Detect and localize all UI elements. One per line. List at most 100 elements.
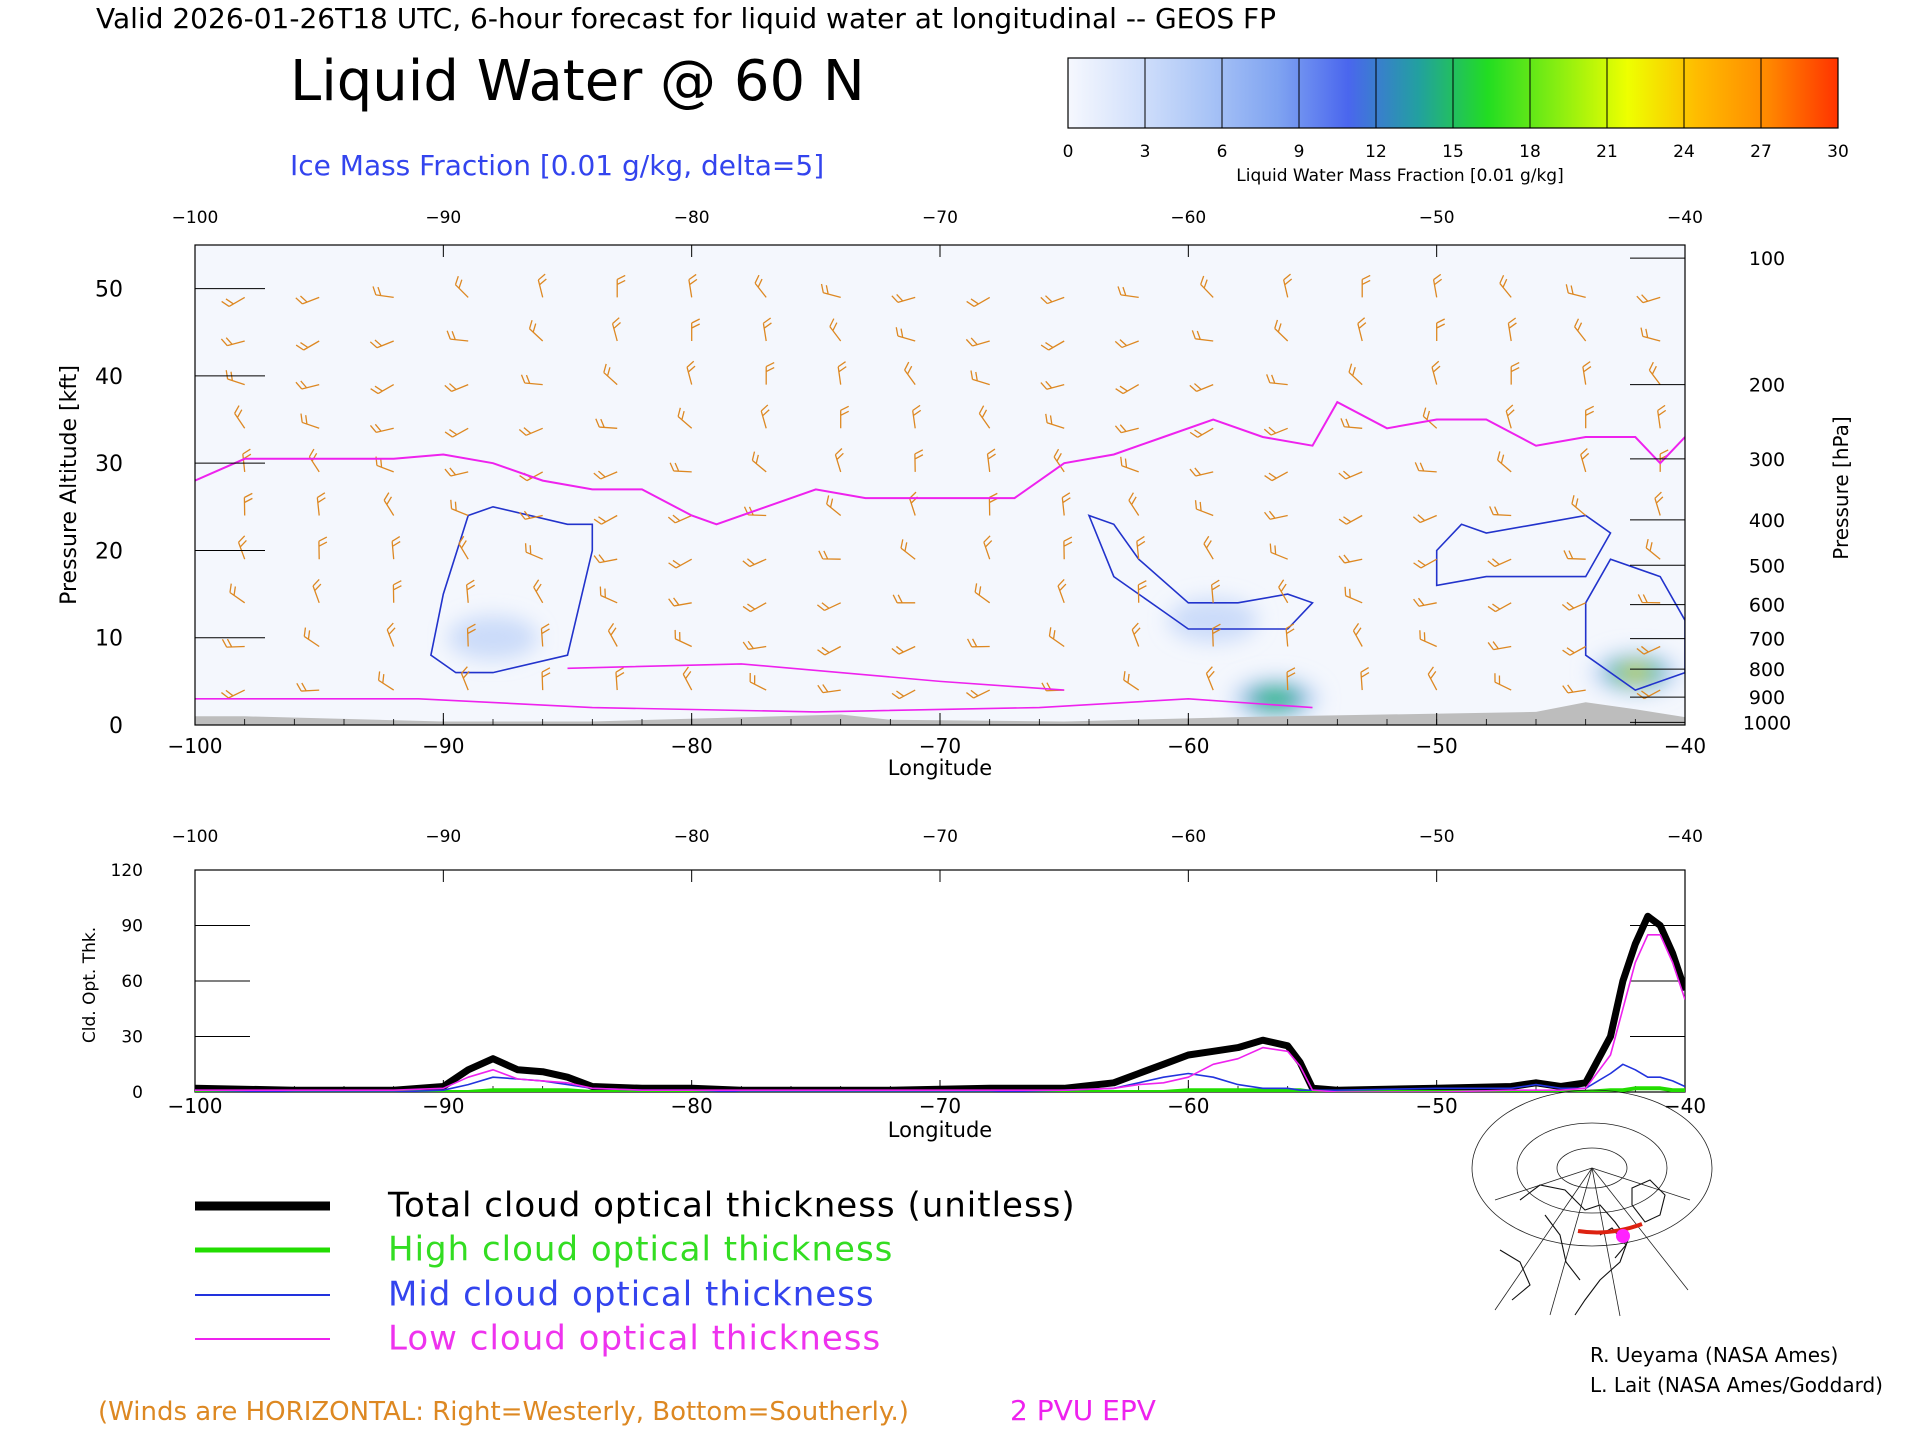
wind-barb (1338, 514, 1363, 525)
top-pressure-tick-label: 1000 (1743, 712, 1791, 734)
wind-barb (229, 583, 246, 604)
top-lon-tick-label: −80 (671, 734, 713, 758)
bottom-lon-tick-label-upper: −50 (1419, 827, 1455, 847)
bottom-lon-tick-label: −70 (919, 1094, 961, 1118)
wind-barb (1432, 273, 1443, 298)
legend: Total cloud optical thickness (unitless)… (195, 1186, 1076, 1359)
wind-barb (1189, 383, 1214, 392)
legend-label-mid: Mid cloud optical thickness (388, 1275, 875, 1315)
colorbar-tick-label: 15 (1442, 142, 1464, 162)
panel-bottom-frame (194, 869, 1686, 1093)
wind-barb (607, 623, 618, 647)
top-pressure-tick-label: 100 (1749, 248, 1785, 270)
wind-barb (524, 543, 543, 560)
colorbar-tick-label: 6 (1217, 142, 1228, 162)
top-lon-tick-label: −90 (422, 734, 464, 758)
colorbar-tick-label: 27 (1750, 142, 1772, 162)
wind-barb (369, 339, 394, 349)
wind-barb (391, 536, 401, 560)
credit-2: L. Lait (NASA Ames/Goddard) (1590, 1373, 1883, 1397)
wind-barb (891, 293, 916, 303)
wind-barb (296, 682, 320, 692)
wind-barb (1040, 380, 1065, 390)
top-alt-tick-label: 40 (95, 365, 123, 390)
wind-barb (837, 361, 847, 385)
top-alt-tick-label: 30 (95, 452, 123, 477)
wind-barb (966, 689, 990, 699)
wind-barb (1640, 327, 1661, 342)
wind-barb (1352, 623, 1363, 647)
wind-barb (817, 684, 841, 694)
top-lon-tick-label: −100 (168, 734, 223, 758)
wind-barb (599, 586, 618, 604)
wind-barb (1264, 471, 1289, 482)
wind-barb (686, 360, 696, 385)
wind-barb (318, 536, 328, 560)
wind-barb (312, 578, 322, 604)
legend-label-low: Low cloud optical thickness (388, 1319, 881, 1359)
wind-barb (593, 514, 618, 525)
wind-barb (668, 558, 693, 569)
wind-barb (1419, 630, 1437, 648)
wind-barb (900, 539, 916, 560)
wind-barb (1487, 641, 1512, 651)
liquid-water-blob (448, 615, 538, 660)
bottom-y-tick-label: 30 (121, 1028, 143, 1048)
wind-barb (1637, 594, 1661, 604)
wind-barb (891, 645, 916, 655)
wind-barb (520, 374, 543, 386)
wind-barb (383, 492, 395, 516)
top-lon-tick-label-upper: −40 (1667, 208, 1703, 228)
bottom-lon-tick-label-upper: −90 (425, 827, 461, 847)
wind-barb (974, 583, 991, 604)
top-pressure-tick-label: 900 (1749, 687, 1785, 709)
panel-top-background (195, 245, 1685, 725)
top-alt-tick-label: 10 (95, 627, 123, 652)
bottom-y-tick-label: 60 (121, 972, 143, 992)
wind-barb (691, 318, 700, 341)
wind-barb (1210, 579, 1221, 603)
wind-barb (966, 296, 991, 307)
liquid-water-blob (1590, 650, 1681, 695)
wind-barb (1489, 506, 1512, 517)
wind-barb (1413, 558, 1438, 569)
series-low-line (195, 933, 1685, 1092)
wind-barb (1040, 340, 1065, 351)
wind-barb (1120, 456, 1139, 473)
legend-label-total: Total cloud optical thickness (unitless) (387, 1186, 1076, 1226)
wind-barb (742, 602, 767, 613)
bottom-lon-tick-label-upper: −80 (674, 827, 710, 847)
top-lon-tick-label-upper: −70 (922, 208, 958, 228)
wind-barb (1048, 627, 1065, 648)
colorbar-tick-label: 12 (1365, 142, 1387, 162)
wind-barb (1431, 360, 1441, 385)
wind-barb (528, 319, 544, 342)
wind-barb (460, 666, 470, 691)
wind-barb (1510, 362, 1520, 385)
wind-barb (1194, 500, 1214, 517)
epv-2pvu-line (195, 400, 1685, 526)
wind-barb (1137, 580, 1147, 603)
wind-barb (1063, 536, 1073, 560)
wind-barb (295, 380, 320, 390)
wind-barb (372, 286, 394, 299)
wind-barb (829, 318, 842, 342)
wind-barb (983, 535, 993, 560)
epv-low-line (195, 698, 1313, 713)
wind-barb (316, 492, 326, 516)
wind-barb (444, 427, 469, 438)
wind-barb (674, 629, 692, 648)
wind-barb (1505, 404, 1515, 429)
ice-contour (1584, 558, 1685, 691)
wind-barb (1338, 470, 1363, 480)
top-alt-tick-label: 0 (109, 714, 123, 739)
inset-map (1471, 1089, 1713, 1317)
wind-barb (1338, 554, 1363, 564)
wind-barb (1040, 295, 1065, 305)
wind-barb (221, 638, 245, 648)
wind-barb (450, 499, 469, 517)
wind-barb (1427, 666, 1438, 691)
bottom-y-tick-label: 90 (121, 917, 143, 937)
top-pressure-tick-label: 500 (1749, 555, 1785, 577)
bottom-lon-tick-label: −100 (168, 1094, 223, 1118)
